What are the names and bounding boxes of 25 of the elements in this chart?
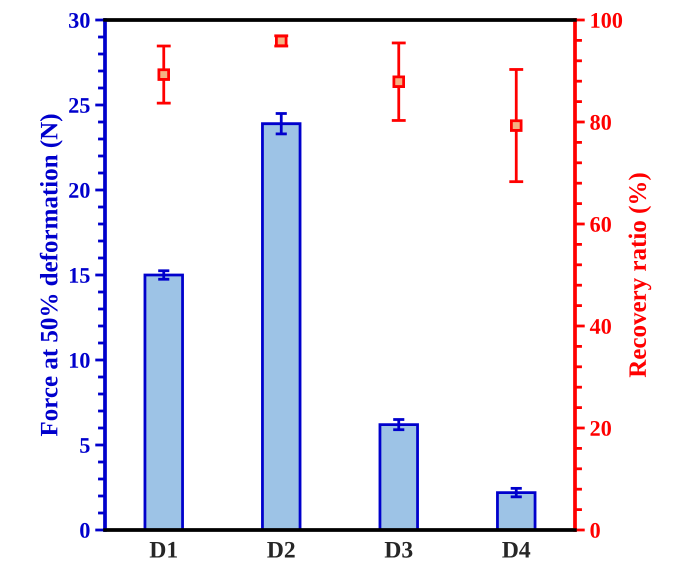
point	[510, 119, 522, 132]
y2-axis-title: Recovery ratio (%)	[628, 173, 652, 378]
y2-tick-label: 0	[590, 522, 600, 538]
y2-tick-label: 60	[590, 216, 611, 232]
y2-tick-label: 100	[591, 12, 622, 28]
y-axis-title: Force at 50% deformation (N)	[40, 114, 63, 436]
point	[158, 68, 170, 81]
point	[392, 75, 405, 88]
x-tick-label: D2	[267, 542, 295, 558]
x-tick-label: D4	[502, 542, 530, 558]
x-tick-label: D1	[150, 542, 177, 558]
y2-tick-label: 80	[590, 114, 611, 130]
y-tick-label: 20	[69, 182, 90, 198]
x-tick-label: D3	[384, 542, 412, 558]
y-tick-label: 10	[70, 352, 90, 368]
y-tick-label: 0	[80, 522, 90, 538]
y-tick-label: 30	[69, 12, 90, 28]
y-tick-label: 5	[80, 438, 90, 453]
y2-tick-label: 40	[590, 318, 611, 334]
bar	[144, 274, 184, 530]
bar	[378, 423, 419, 530]
y-tick-label: 25	[69, 98, 90, 113]
bar	[496, 491, 536, 530]
y-tick-label: 15	[70, 268, 90, 283]
y2-tick-label: 20	[590, 420, 611, 436]
